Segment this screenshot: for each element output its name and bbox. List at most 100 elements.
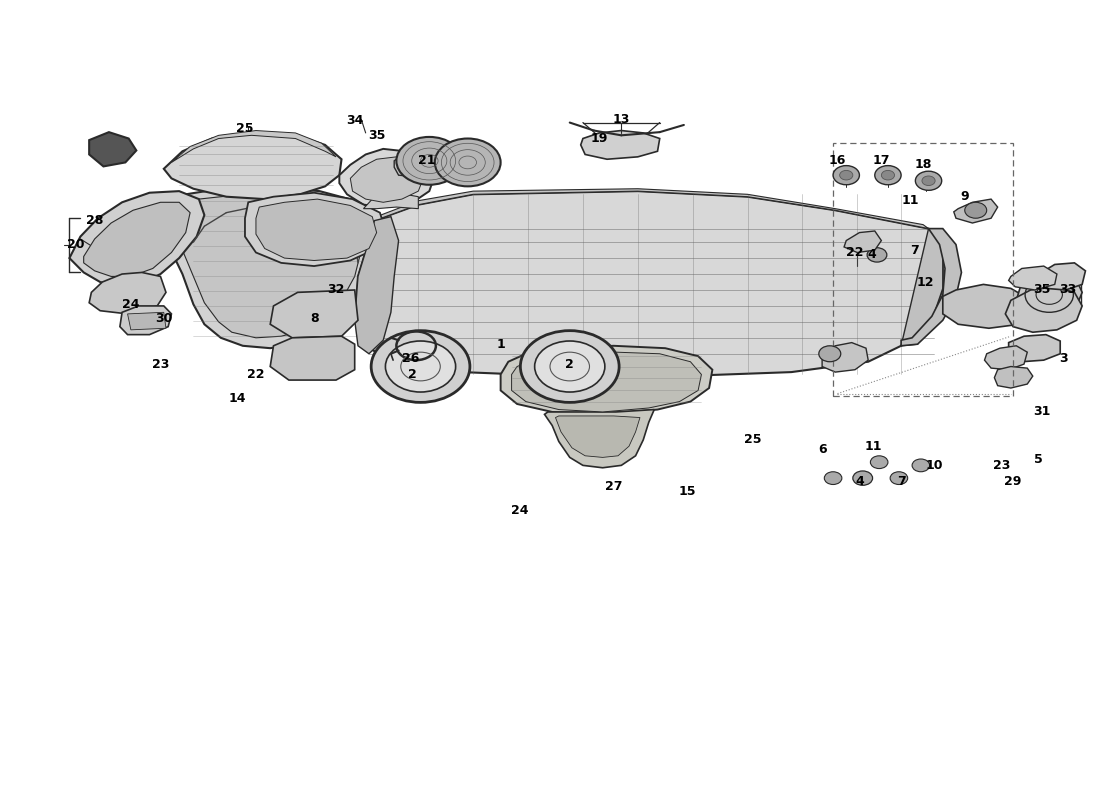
Circle shape	[385, 341, 455, 392]
Text: 19: 19	[591, 132, 608, 145]
Circle shape	[965, 202, 987, 218]
Text: 22: 22	[248, 368, 265, 381]
Text: 12: 12	[916, 275, 934, 289]
Text: 7: 7	[910, 244, 918, 257]
Text: 24: 24	[122, 298, 140, 311]
Polygon shape	[161, 186, 383, 348]
Text: 11: 11	[901, 194, 918, 207]
Circle shape	[434, 138, 500, 186]
Polygon shape	[339, 149, 434, 207]
Circle shape	[912, 459, 930, 472]
Polygon shape	[164, 133, 341, 199]
Circle shape	[870, 456, 888, 469]
Text: 26: 26	[402, 352, 419, 365]
Text: 6: 6	[817, 443, 826, 456]
Text: 30: 30	[155, 312, 173, 325]
Text: 3: 3	[1059, 352, 1068, 365]
Text: 31: 31	[1033, 406, 1050, 418]
Polygon shape	[844, 231, 881, 253]
Circle shape	[915, 171, 942, 190]
Polygon shape	[544, 410, 654, 468]
Text: 7: 7	[896, 475, 905, 488]
Polygon shape	[1016, 274, 1082, 316]
Polygon shape	[1035, 263, 1086, 290]
Circle shape	[839, 170, 853, 180]
Text: 34: 34	[346, 114, 363, 127]
Polygon shape	[394, 149, 495, 178]
Polygon shape	[69, 191, 205, 286]
Text: 9: 9	[960, 190, 969, 203]
Text: 35: 35	[1033, 283, 1050, 297]
Polygon shape	[581, 130, 660, 159]
Polygon shape	[350, 157, 424, 202]
Bar	[833, 143, 1013, 396]
Polygon shape	[245, 193, 385, 266]
Text: 17: 17	[872, 154, 890, 167]
Text: 4: 4	[855, 475, 864, 488]
Polygon shape	[556, 416, 640, 458]
Polygon shape	[822, 342, 868, 372]
Polygon shape	[901, 229, 943, 346]
Circle shape	[874, 166, 901, 185]
Circle shape	[890, 472, 908, 485]
Text: 25: 25	[745, 434, 761, 446]
Text: 24: 24	[510, 503, 528, 517]
Text: 16: 16	[828, 154, 846, 167]
Text: 21: 21	[418, 154, 436, 167]
Polygon shape	[271, 336, 354, 380]
Text: 5: 5	[1034, 454, 1043, 466]
Circle shape	[818, 346, 840, 362]
Circle shape	[867, 248, 887, 262]
Polygon shape	[1005, 286, 1082, 332]
Polygon shape	[89, 132, 136, 166]
Circle shape	[520, 330, 619, 402]
Text: 18: 18	[914, 158, 932, 171]
Polygon shape	[354, 217, 398, 354]
Text: 32: 32	[328, 283, 344, 297]
Text: 8: 8	[310, 312, 318, 325]
Text: 29: 29	[1004, 475, 1022, 488]
Polygon shape	[500, 346, 713, 414]
Text: 15: 15	[679, 485, 696, 498]
Polygon shape	[363, 193, 418, 209]
Circle shape	[396, 137, 462, 185]
Circle shape	[535, 341, 605, 392]
Text: 14: 14	[229, 392, 246, 405]
Text: 13: 13	[613, 113, 630, 126]
Polygon shape	[172, 130, 336, 162]
Polygon shape	[354, 191, 943, 376]
Text: 2: 2	[565, 358, 574, 370]
Polygon shape	[994, 366, 1033, 388]
Circle shape	[833, 166, 859, 185]
Circle shape	[922, 176, 935, 186]
Polygon shape	[177, 194, 361, 338]
Polygon shape	[1009, 266, 1057, 290]
Polygon shape	[374, 189, 928, 229]
Text: 4: 4	[867, 249, 876, 262]
Polygon shape	[1009, 334, 1060, 362]
Text: 35: 35	[368, 129, 385, 142]
Polygon shape	[984, 346, 1027, 370]
Text: 23: 23	[152, 358, 169, 370]
Polygon shape	[89, 273, 166, 314]
Polygon shape	[271, 290, 358, 338]
Text: 28: 28	[86, 214, 103, 227]
Circle shape	[371, 330, 470, 402]
Text: 11: 11	[865, 440, 882, 453]
Circle shape	[881, 170, 894, 180]
Text: 22: 22	[846, 246, 864, 259]
Circle shape	[824, 472, 842, 485]
Text: 1: 1	[496, 338, 505, 350]
Text: 2: 2	[408, 368, 417, 381]
Polygon shape	[512, 352, 702, 412]
Polygon shape	[954, 199, 998, 223]
Polygon shape	[943, 285, 1031, 328]
Circle shape	[852, 471, 872, 486]
Text: 33: 33	[1059, 283, 1077, 297]
Text: 10: 10	[925, 459, 943, 472]
Polygon shape	[901, 229, 961, 346]
Text: 23: 23	[993, 459, 1011, 472]
Polygon shape	[120, 306, 172, 334]
Text: 20: 20	[67, 238, 85, 251]
Polygon shape	[256, 199, 376, 261]
